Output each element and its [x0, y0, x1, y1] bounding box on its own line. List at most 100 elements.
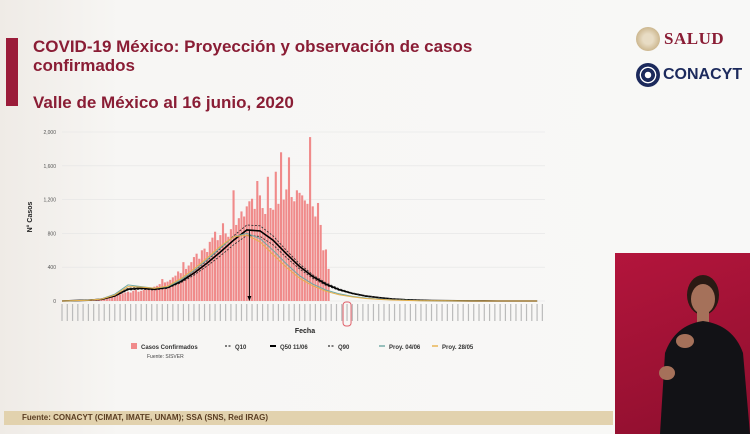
series-line [61, 234, 538, 302]
bar [290, 197, 293, 301]
bar [203, 248, 206, 301]
bar [274, 171, 277, 301]
cases-chart: 0 400 800 1,200 1,600 2,000 N° Casos Fecha Ca… [26, 130, 545, 360]
x-tick-label [108, 304, 111, 321]
legend-label: Q50 11/06 [280, 345, 308, 351]
x-tick-label [467, 304, 470, 321]
bar [182, 262, 185, 301]
bar [316, 202, 320, 301]
bar [253, 208, 256, 301]
bar [150, 287, 153, 301]
x-tick-label [177, 304, 179, 321]
bar [171, 277, 174, 301]
bar [298, 192, 301, 301]
x-tick-label [140, 304, 142, 321]
x-tick-label [504, 304, 507, 321]
bar [187, 265, 190, 301]
x-tick-label [320, 304, 322, 321]
bar [309, 137, 312, 301]
bar [250, 198, 254, 301]
x-tick-label [304, 304, 306, 321]
bar [206, 251, 209, 301]
bar [221, 223, 225, 301]
x-tick-label [494, 304, 496, 321]
x-tick-label [457, 304, 459, 321]
bar [314, 216, 317, 301]
bar [272, 209, 275, 301]
x-tick-label [214, 304, 216, 321]
bar [216, 240, 219, 301]
bar [137, 291, 140, 301]
x-tick-label [541, 304, 543, 321]
x-ticks [61, 301, 543, 327]
bar [177, 271, 180, 301]
y-tick-label: 0 [53, 299, 56, 305]
bar [322, 250, 325, 301]
x-tick-label [135, 304, 137, 321]
x-tick-label [119, 304, 121, 321]
y-tick-label: 1,200 [43, 198, 56, 204]
x-tick-label [198, 304, 200, 321]
x-tick-label [240, 304, 243, 321]
bar [179, 273, 182, 301]
bar [214, 231, 217, 301]
x-tick-label [114, 304, 116, 321]
bar [105, 297, 108, 301]
x-tick-label [225, 304, 227, 321]
x-tick-label [473, 304, 475, 321]
salud-logo: SALUD [636, 27, 724, 51]
x-tick-label [103, 304, 105, 321]
x-tick-label [357, 304, 359, 321]
x-tick-label [346, 304, 348, 321]
x-tick-label [351, 304, 353, 321]
x-tick-label [98, 304, 100, 321]
legend: Casos Confirmados Q10 Q50 11/06 Q90 Proy. 04… [131, 343, 474, 351]
x-tick-label [393, 304, 396, 321]
bar [166, 281, 169, 301]
x-tick-label [425, 304, 427, 321]
peak-arrow-head [247, 296, 252, 301]
bar [229, 229, 232, 301]
x-tick-label [341, 304, 343, 321]
x-tick-label [261, 304, 264, 321]
bar [208, 241, 211, 301]
x-tick-label [235, 304, 237, 321]
x-tick-label [288, 304, 290, 321]
bar [311, 206, 314, 301]
footer-source: Fuente: CONACYT (CIMAT, IMATE, UNAM); SS… [4, 411, 613, 425]
x-tick-label [483, 304, 485, 321]
conacyt-logo-text: CONACYT [663, 66, 743, 83]
legend-swatch-bars [131, 343, 137, 349]
x-tick-label [462, 304, 464, 321]
bar [240, 211, 243, 301]
x-tick-label [166, 304, 169, 321]
accent-bar [6, 38, 18, 106]
bar [190, 262, 193, 301]
bar [124, 292, 127, 301]
legend-label: Q10 [235, 345, 247, 351]
bar [243, 216, 246, 301]
bar [132, 290, 135, 301]
x-tick-label [172, 304, 174, 321]
x-tick-label [87, 304, 89, 321]
bar [277, 203, 280, 301]
bar [295, 190, 298, 301]
bar [119, 294, 122, 301]
x-tick-label [219, 304, 221, 321]
legend-label: Proy. 04/06 [389, 345, 421, 351]
x-tick-label [478, 304, 480, 321]
bar [158, 284, 161, 301]
x-tick-label [267, 304, 269, 321]
bar [319, 224, 322, 301]
bar [280, 152, 283, 301]
bar [129, 292, 132, 301]
x-tick-label [362, 304, 364, 321]
bar [256, 181, 259, 301]
x-axis-label: Fecha [295, 328, 315, 335]
bar [303, 200, 306, 301]
x-tick-label [510, 304, 512, 321]
legend-label: Q90 [338, 345, 350, 351]
bar [264, 213, 267, 301]
bar [153, 286, 156, 301]
x-tick-label [378, 304, 380, 321]
